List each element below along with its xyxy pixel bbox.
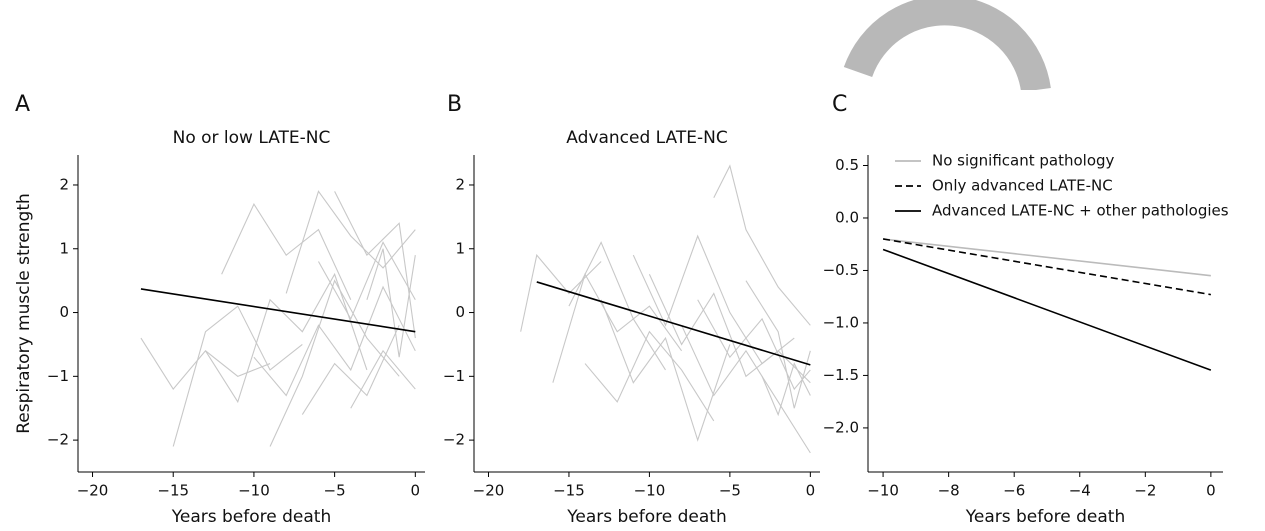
series-line	[882, 238, 1212, 296]
series-line	[172, 305, 303, 447]
x-tick-label: 0	[806, 482, 816, 500]
series-line	[205, 272, 368, 404]
y-axis-label: Respiratory muscle strength	[14, 193, 34, 434]
series-line	[761, 362, 811, 417]
series-line	[600, 299, 731, 442]
series-line	[882, 248, 1212, 371]
series-line	[285, 190, 416, 294]
series-line	[584, 330, 715, 422]
chart-title: Advanced LATE-NC	[566, 128, 727, 148]
x-tick-label: −2	[1134, 482, 1156, 500]
x-tick-label: −15	[553, 482, 585, 500]
x-tick-label: −10	[634, 482, 666, 500]
series-line	[882, 238, 1211, 277]
series-line	[334, 191, 416, 339]
series-line	[568, 241, 666, 371]
y-tick-label: 0.0	[835, 208, 859, 226]
x-axis-label: Years before death	[566, 507, 726, 527]
x-tick-label: −10	[867, 482, 899, 500]
series-line	[713, 164, 811, 326]
y-tick-label: 0	[59, 303, 69, 321]
x-tick-label: −6	[1003, 482, 1025, 500]
x-tick-label: 0	[1206, 482, 1216, 500]
series-line	[520, 253, 602, 332]
y-tick-label: 2	[59, 175, 69, 193]
x-tick-label: 0	[411, 482, 421, 500]
x-tick-label: −10	[238, 482, 270, 500]
y-tick-label: −1	[47, 367, 69, 385]
x-tick-label: −15	[157, 482, 189, 500]
series-line	[632, 234, 795, 365]
y-tick-label: −2.0	[823, 418, 859, 436]
series-line	[221, 202, 352, 301]
series-line	[350, 349, 416, 409]
series-line	[681, 325, 811, 454]
panel-label: A	[15, 92, 30, 117]
series-line	[301, 325, 400, 415]
x-tick-label: −8	[938, 482, 960, 500]
series-line	[253, 285, 416, 397]
panel-label: C	[832, 92, 847, 117]
series-line	[697, 299, 811, 391]
series-line	[552, 272, 683, 383]
y-tick-label: 1	[59, 239, 69, 257]
series-line	[536, 281, 811, 366]
series-line	[140, 337, 271, 391]
series-line	[745, 280, 811, 409]
y-tick-label: 1	[455, 239, 465, 257]
y-tick-label: 2	[455, 175, 465, 193]
series-line	[317, 241, 416, 321]
legend-label: No significant pathology	[932, 152, 1115, 170]
y-tick-label: −1.5	[823, 366, 859, 384]
y-tick-label: 0.5	[835, 156, 859, 174]
y-tick-label: −2	[443, 431, 465, 449]
decoration-arc	[843, 0, 1051, 93]
x-tick-label: −5	[719, 482, 741, 500]
y-tick-label: −0.5	[823, 261, 859, 279]
y-tick-label: 0	[455, 303, 465, 321]
series-line	[366, 248, 416, 358]
x-tick-label: −5	[324, 482, 346, 500]
x-tick-label: −4	[1069, 482, 1091, 500]
x-axis-label: Years before death	[965, 507, 1125, 527]
chart-title: No or low LATE-NC	[173, 128, 331, 148]
series-line	[140, 288, 416, 333]
panel-label: B	[447, 92, 462, 117]
legend-label: Advanced LATE-NC + other pathologies	[932, 202, 1229, 220]
y-tick-label: −2	[47, 431, 69, 449]
series-line	[269, 279, 400, 447]
x-axis-label: Years before death	[171, 507, 331, 527]
y-tick-label: −1.0	[823, 313, 859, 331]
decoration-mask	[840, 90, 1060, 130]
series-line	[648, 274, 811, 384]
x-tick-label: −20	[473, 482, 505, 500]
y-tick-label: −1	[443, 367, 465, 385]
legend-label: Only advanced LATE-NC	[932, 177, 1113, 195]
x-tick-label: −20	[77, 482, 109, 500]
